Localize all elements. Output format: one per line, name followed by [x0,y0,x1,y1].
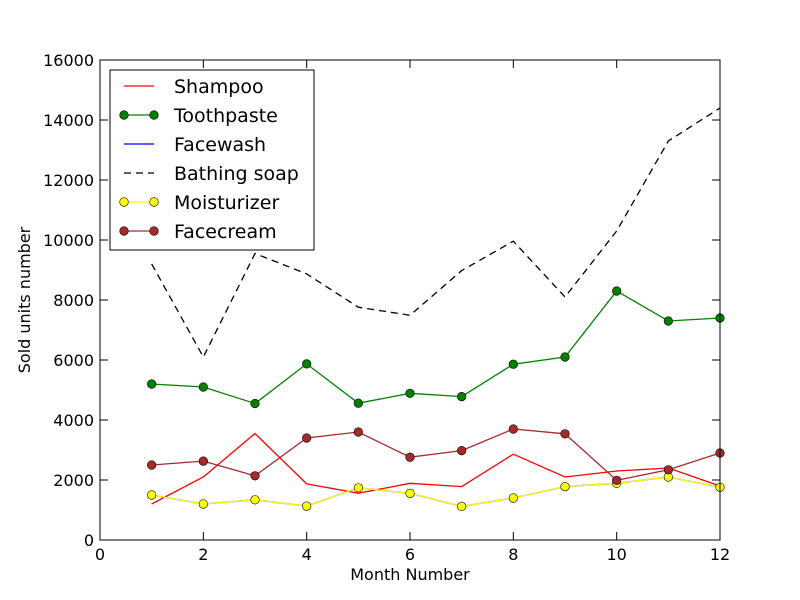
legend-item-toothpaste: Toothpaste [119,105,278,127]
x-axis-label: Month Number [350,565,470,584]
data-point-facecream [147,460,157,470]
data-point-facecream [612,475,622,485]
data-point-facecream [405,452,415,462]
series-shampoo [151,432,721,505]
series-bathing-soap [151,107,721,359]
data-point-facecream [508,424,518,434]
legend-label: Facecream [174,221,277,243]
legend-label: Bathing soap [174,163,299,185]
data-point-facecream [198,456,208,466]
legend-item-bathing-soap: Bathing soap [124,163,299,185]
data-point-toothpaste [457,392,467,402]
y-tick-label: 12000 [43,171,94,190]
y-tick-label: 2000 [53,471,94,490]
data-point-facecream [353,427,363,437]
series-toothpaste [147,286,725,409]
series-facecream [147,424,725,485]
series-moisturizer [147,472,725,512]
y-tick-label: 8000 [53,291,94,310]
x-tick-label: 10 [606,545,626,564]
series-line-bathing-soap [151,107,721,359]
data-point-moisturizer [302,501,312,511]
data-point-toothpaste [147,379,157,389]
legend: Shampoo Toothpaste Facewash Bathing soap Moi… [109,69,315,251]
data-point-moisturizer [405,488,415,498]
legend-label: Shampoo [174,76,264,98]
data-point-moisturizer [353,483,363,493]
x-tick-label: 4 [302,545,312,564]
legend-item-facewash: Facewash [124,134,266,156]
x-tick-label: 12 [710,545,730,564]
data-point-toothpaste [612,286,622,296]
legend-marker [149,226,159,236]
data-point-moisturizer [198,499,208,509]
y-tick-label: 10000 [43,231,94,250]
legend-label: Toothpaste [173,105,278,127]
legend-item-moisturizer: Moisturizer [119,192,279,214]
legend-marker [149,197,159,207]
data-point-facecream [302,433,312,443]
data-point-moisturizer [508,493,518,503]
data-point-facecream [560,429,570,439]
data-point-moisturizer [457,501,467,512]
y-tick-label: 16000 [43,51,94,70]
x-tick-label: 0 [95,545,105,564]
x-tick-label: 6 [405,545,415,564]
legend-label: Facewash [174,134,266,156]
data-point-moisturizer [250,495,260,505]
data-point-toothpaste [663,316,673,326]
y-tick-label: 4000 [53,411,94,430]
legend-item-facecream: Facecream [119,221,277,243]
data-point-facecream [250,471,260,481]
series-line-moisturizer [151,476,721,508]
y-axis-label: Sold units number [15,226,34,373]
legend-item-shampoo: Shampoo [124,76,264,98]
data-point-toothpaste [198,382,208,392]
legend-box [109,69,315,251]
data-point-toothpaste [560,352,570,362]
legend-marker [119,226,129,236]
legend-marker [119,197,129,207]
data-point-moisturizer [560,482,570,492]
series-line-facecream [151,428,721,482]
x-tick-label: 8 [508,545,518,564]
data-point-toothpaste [302,359,312,369]
data-point-facecream [457,446,467,456]
series-line-toothpaste [151,290,721,405]
data-point-moisturizer [147,490,157,500]
x-tick-label: 2 [198,545,208,564]
legend-marker [149,110,159,120]
legend-marker [119,110,129,120]
data-point-toothpaste [405,388,415,398]
data-point-toothpaste [353,398,363,408]
legend-label: Moisturizer [174,192,279,214]
data-point-toothpaste [508,359,518,369]
y-tick-label: 6000 [53,351,94,370]
series-line-shampoo [151,432,721,505]
data-point-facecream [663,465,673,475]
y-tick-label: 0 [84,531,94,550]
y-tick-label: 14000 [43,111,94,130]
data-point-toothpaste [250,398,260,409]
